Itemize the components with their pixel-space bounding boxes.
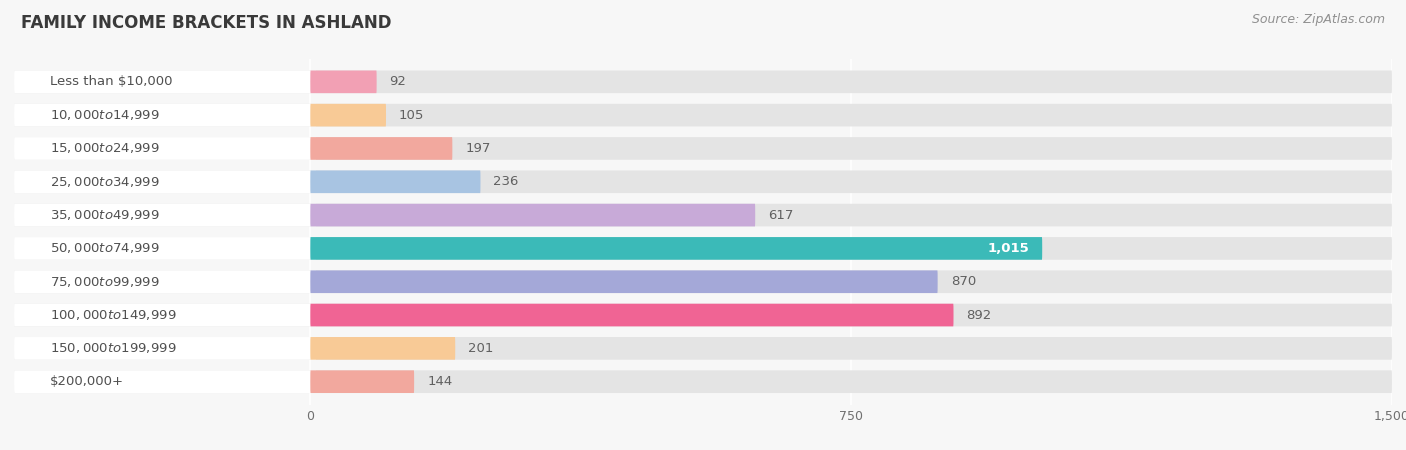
Text: 92: 92 [389,75,406,88]
Text: $35,000 to $49,999: $35,000 to $49,999 [49,208,159,222]
FancyBboxPatch shape [311,370,415,393]
Text: 105: 105 [399,108,425,122]
FancyBboxPatch shape [311,71,377,93]
FancyBboxPatch shape [14,370,316,393]
FancyBboxPatch shape [14,204,316,226]
Text: Source: ZipAtlas.com: Source: ZipAtlas.com [1251,14,1385,27]
FancyBboxPatch shape [14,71,1392,93]
FancyBboxPatch shape [14,237,316,260]
FancyBboxPatch shape [14,171,1392,193]
FancyBboxPatch shape [14,137,1392,160]
FancyBboxPatch shape [14,270,1392,293]
Text: $100,000 to $149,999: $100,000 to $149,999 [49,308,176,322]
Text: FAMILY INCOME BRACKETS IN ASHLAND: FAMILY INCOME BRACKETS IN ASHLAND [21,14,392,32]
Text: $75,000 to $99,999: $75,000 to $99,999 [49,275,159,289]
Text: 870: 870 [950,275,976,288]
FancyBboxPatch shape [311,137,453,160]
FancyBboxPatch shape [14,337,316,360]
FancyBboxPatch shape [14,237,1392,260]
Text: 201: 201 [468,342,494,355]
Text: $150,000 to $199,999: $150,000 to $199,999 [49,342,176,356]
FancyBboxPatch shape [14,104,316,126]
FancyBboxPatch shape [311,171,481,193]
Text: $200,000+: $200,000+ [49,375,124,388]
FancyBboxPatch shape [14,304,316,326]
FancyBboxPatch shape [14,270,316,293]
Text: $15,000 to $24,999: $15,000 to $24,999 [49,141,159,155]
Text: 1,015: 1,015 [987,242,1029,255]
Text: Less than $10,000: Less than $10,000 [49,75,172,88]
FancyBboxPatch shape [14,204,1392,226]
FancyBboxPatch shape [14,337,1392,360]
Text: 892: 892 [966,309,991,322]
Text: $25,000 to $34,999: $25,000 to $34,999 [49,175,159,189]
FancyBboxPatch shape [311,104,387,126]
Text: 617: 617 [768,209,793,221]
FancyBboxPatch shape [311,270,938,293]
Text: 144: 144 [427,375,453,388]
FancyBboxPatch shape [311,204,755,226]
FancyBboxPatch shape [311,304,953,326]
FancyBboxPatch shape [311,337,456,360]
FancyBboxPatch shape [14,104,1392,126]
FancyBboxPatch shape [14,137,316,160]
FancyBboxPatch shape [14,71,316,93]
FancyBboxPatch shape [14,171,316,193]
FancyBboxPatch shape [14,370,1392,393]
Text: 197: 197 [465,142,491,155]
Text: 236: 236 [494,175,519,188]
Text: $50,000 to $74,999: $50,000 to $74,999 [49,241,159,256]
FancyBboxPatch shape [311,237,1042,260]
Text: $10,000 to $14,999: $10,000 to $14,999 [49,108,159,122]
FancyBboxPatch shape [14,304,1392,326]
